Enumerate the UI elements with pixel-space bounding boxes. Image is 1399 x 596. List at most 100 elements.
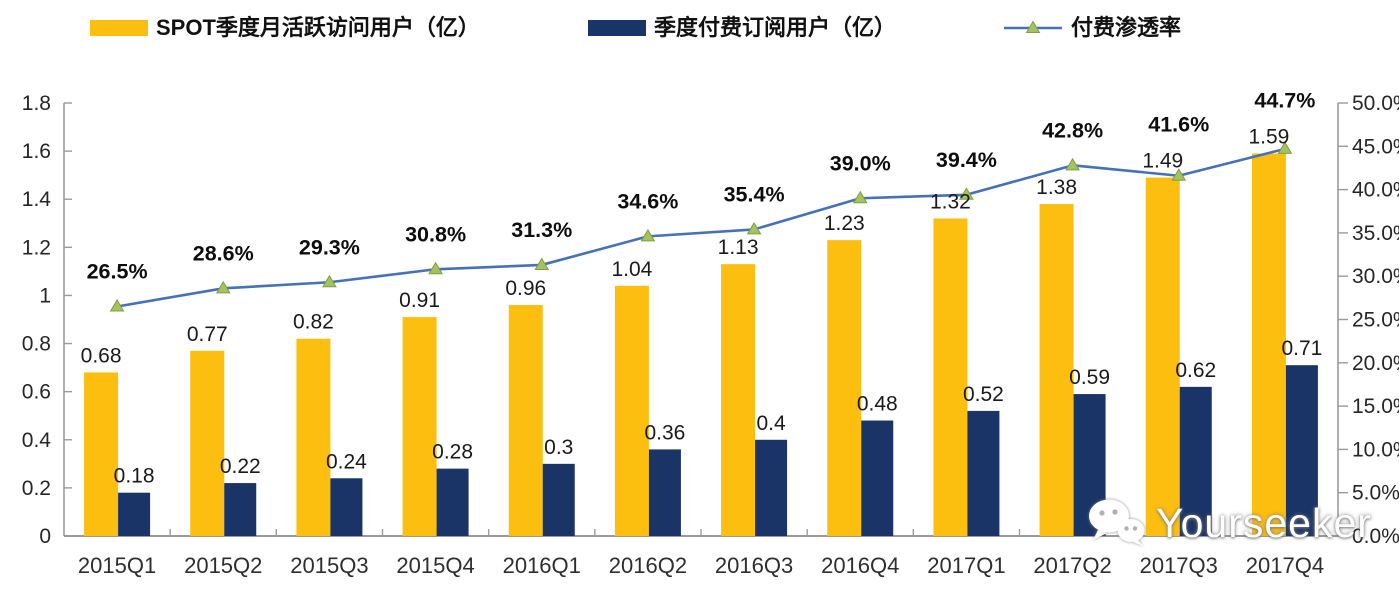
value-label-subs: 0.22	[220, 455, 261, 478]
legend-line-marker-icon	[1003, 18, 1063, 38]
value-label-subs: 0.3	[544, 436, 573, 459]
line-penetration	[116, 147, 1286, 308]
value-label-mau: 1.49	[1142, 150, 1183, 173]
pct-label-penetration: 34.6%	[617, 189, 678, 213]
legend-swatch-subs	[588, 20, 646, 36]
pct-label-penetration: 41.6%	[1148, 113, 1209, 137]
bar-mau	[614, 285, 649, 536]
value-label-subs: 0.71	[1281, 337, 1322, 360]
pct-label-penetration: 44.7%	[1254, 89, 1315, 113]
y-axis-label-right: 50.0%	[1352, 92, 1399, 115]
legend-label-mau: SPOT季度月活跃访问用户（亿）	[156, 15, 480, 40]
bar-subs	[542, 463, 575, 536]
value-label-subs: 0.62	[1175, 359, 1216, 382]
y-axis-label-left: 1.2	[22, 236, 51, 259]
y-axis-label-right: 10.0%	[1352, 438, 1399, 461]
value-label-subs: 0.4	[756, 412, 786, 435]
x-axis-label: 2017Q1	[927, 553, 1005, 578]
legend-item-mau: SPOT季度月活跃访问用户（亿）	[90, 14, 480, 42]
x-axis-label: 2016Q1	[503, 553, 581, 578]
pct-label-penetration: 42.8%	[1042, 118, 1103, 142]
pct-label-penetration: 29.3%	[299, 235, 360, 259]
y-axis-label-right: 35.0%	[1352, 222, 1399, 245]
pct-label-penetration: 26.5%	[87, 260, 148, 284]
legend-item-subs: 季度付费订阅用户（亿）	[588, 14, 896, 42]
y-axis-label-left: 0.4	[22, 429, 52, 452]
x-axis-label: 2015Q3	[290, 553, 368, 578]
legend-swatch-mau	[90, 20, 148, 36]
marker-penetration	[1065, 157, 1080, 171]
bar-subs	[436, 468, 469, 536]
chart-legend: SPOT季度月活跃访问用户（亿） 季度付费订阅用户（亿） 付费渗透率	[0, 0, 1399, 60]
value-label-mau: 0.91	[399, 289, 440, 312]
pct-label-penetration: 39.4%	[936, 148, 997, 172]
value-label-subs: 0.52	[963, 383, 1004, 406]
marker-penetration	[215, 280, 231, 294]
marker-penetration	[322, 274, 337, 288]
y-axis-label-left: 0.8	[22, 333, 51, 356]
x-axis-label: 2017Q3	[1140, 553, 1218, 578]
pct-label-penetration: 39.0%	[830, 151, 891, 175]
bar-mau	[933, 218, 968, 536]
bar-mau	[1251, 153, 1286, 536]
legend-label-subs: 季度付费订阅用户（亿）	[654, 15, 897, 40]
y-axis-label-left: 1	[39, 284, 51, 307]
marker-penetration	[959, 187, 974, 200]
pct-label-penetration: 31.3%	[511, 218, 572, 242]
y-axis-label-right: 5.0%	[1352, 482, 1399, 505]
y-axis-label-right: 25.0%	[1352, 309, 1399, 332]
bar-mau	[1039, 204, 1074, 537]
y-axis-label-right: 30.0%	[1352, 265, 1399, 288]
bar-mau	[1145, 177, 1180, 537]
y-axis-label-right: 15.0%	[1352, 395, 1399, 418]
bar-subs	[224, 483, 257, 536]
x-axis-label: 2017Q2	[1033, 553, 1111, 578]
marker-penetration	[1171, 168, 1187, 181]
bar-subs	[861, 420, 894, 536]
x-axis-label: 2016Q4	[821, 553, 899, 578]
bar-mau	[827, 240, 862, 536]
legend-item-penetration: 付费渗透率	[1003, 14, 1181, 42]
y-axis-label-left: 1.6	[22, 140, 51, 163]
x-axis-label: 2016Q3	[715, 553, 793, 578]
value-label-mau: 1.23	[824, 212, 865, 235]
y-axis-label-left: 0.2	[22, 477, 51, 500]
bar-mau	[84, 372, 119, 536]
bar-subs	[967, 410, 1000, 536]
bar-mau	[402, 317, 437, 536]
x-axis-label: 2017Q4	[1246, 553, 1324, 578]
bar-subs	[1285, 365, 1318, 536]
marker-penetration	[640, 228, 656, 242]
value-label-mau: 0.77	[187, 323, 228, 346]
marker-penetration	[746, 221, 762, 235]
value-label-mau: 1.32	[930, 190, 971, 213]
value-label-mau: 1.38	[1036, 176, 1077, 199]
bar-mau	[296, 338, 331, 536]
bar-mau	[721, 264, 756, 536]
value-label-mau: 1.13	[718, 236, 759, 259]
watermark-text: Yourseeker	[1156, 499, 1372, 546]
bar-subs	[118, 492, 151, 536]
value-label-mau: 1.04	[611, 258, 652, 281]
marker-penetration	[852, 190, 868, 204]
pct-label-penetration: 28.6%	[193, 241, 254, 265]
wechat-icon	[1089, 499, 1145, 546]
y-axis-label-left: 0.6	[22, 381, 51, 404]
y-axis-label-right: 40.0%	[1352, 179, 1399, 202]
bar-subs	[330, 478, 363, 536]
value-label-subs: 0.28	[432, 441, 473, 464]
value-label-mau: 0.96	[505, 277, 546, 300]
pct-label-penetration: 30.8%	[405, 222, 466, 246]
bar-subs	[648, 449, 681, 536]
value-label-mau: 1.59	[1248, 126, 1289, 149]
x-axis-label: 2016Q2	[609, 553, 687, 578]
y-axis-label-right: 0.0%	[1352, 525, 1399, 548]
marker-penetration	[109, 299, 125, 312]
value-label-subs: 0.36	[644, 421, 685, 444]
marker-penetration	[428, 261, 443, 275]
bar-mau	[508, 305, 543, 536]
pct-label-penetration: 35.4%	[724, 182, 785, 206]
value-label-mau: 0.82	[293, 311, 334, 334]
value-label-subs: 0.48	[857, 393, 898, 416]
